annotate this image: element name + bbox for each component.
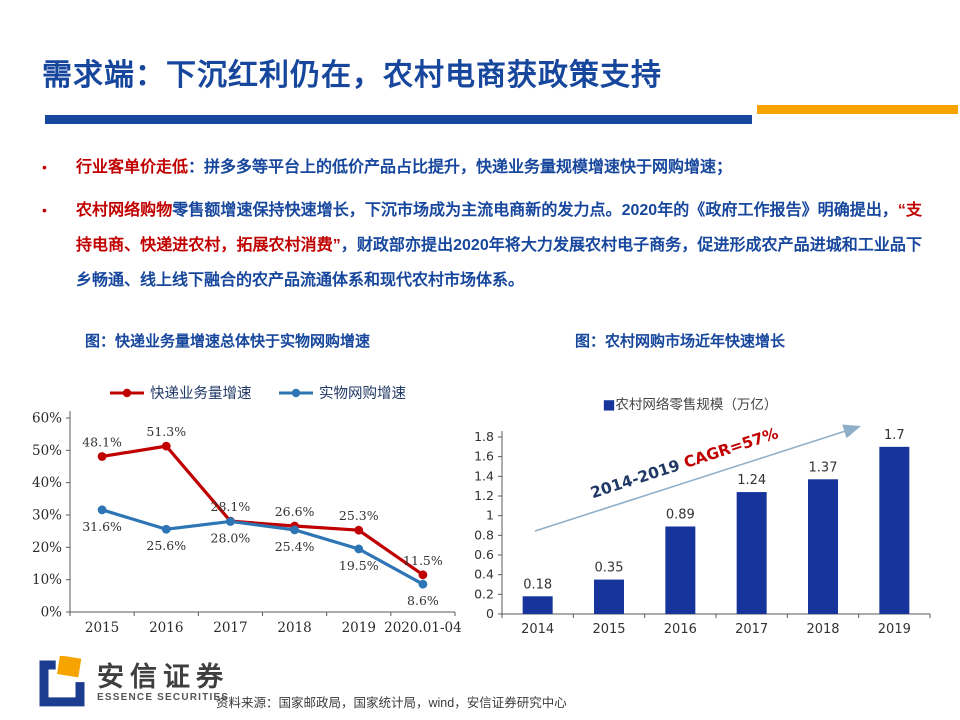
svg-text:0.89: 0.89 xyxy=(666,507,695,522)
svg-text:20%: 20% xyxy=(32,540,62,556)
svg-text:0.2: 0.2 xyxy=(474,586,494,601)
svg-text:2019: 2019 xyxy=(342,620,376,636)
svg-text:2018: 2018 xyxy=(806,622,839,637)
line-chart-y-axis xyxy=(66,411,71,613)
svg-text:51.3%: 51.3% xyxy=(146,424,186,439)
svg-text:0.4: 0.4 xyxy=(474,567,494,582)
bar-chart-title: 图：农村网购市场近年快速增长 xyxy=(575,333,786,350)
svg-text:0: 0 xyxy=(486,606,494,621)
source-note: 资料来源：国家邮政局，国家统计局，wind，安信证券研究中心 xyxy=(216,696,567,710)
svg-text:8.6%: 8.6% xyxy=(407,593,439,608)
title-underline-blue xyxy=(45,115,752,124)
bar-chart-legend: ■农村网络零售规模（万亿） xyxy=(603,397,778,413)
page-title: 需求端：下沉红利仍在，农村电商获政策支持 xyxy=(42,59,662,92)
logo-mark-icon xyxy=(39,656,85,707)
svg-text:2016: 2016 xyxy=(664,622,697,637)
svg-text:实物网购增速: 实物网购增速 xyxy=(319,385,406,402)
svg-text:0.8: 0.8 xyxy=(474,527,494,542)
bar-series xyxy=(522,446,910,614)
svg-text:25.6%: 25.6% xyxy=(146,538,186,553)
bar-chart: ■农村网络零售规模（万亿） 0 0.2 0.4 0.6 0.8 1 1.2 1.4 1.6 1.8 2… xyxy=(460,388,950,660)
svg-text:31.6%: 31.6% xyxy=(82,519,122,534)
title-underline-orange xyxy=(757,105,958,114)
svg-text:60%: 60% xyxy=(32,411,62,427)
svg-text:2020.01-04: 2020.01-04 xyxy=(384,620,462,636)
svg-text:50%: 50% xyxy=(32,443,62,459)
bar-chart-y-axis xyxy=(498,431,503,615)
company-logo: 安信证券 ESSENCE SECURITIES xyxy=(35,656,229,710)
trend-arrow xyxy=(534,424,862,532)
line-series-1: 31.6% 25.6% 28.0% 25.4% 19.5% 8.6% xyxy=(82,505,439,608)
bar-chart-x-axis xyxy=(501,613,931,618)
svg-text:2018: 2018 xyxy=(277,620,311,636)
logo-text: 安信证券 ESSENCE SECURITIES xyxy=(97,662,229,704)
line-chart-legend: 快递业务量增速 实物网购增速 xyxy=(110,385,406,402)
svg-text:1: 1 xyxy=(486,508,494,523)
svg-text:快递业务量增速: 快递业务量增速 xyxy=(150,385,252,402)
svg-text:11.5%: 11.5% xyxy=(403,553,443,568)
svg-text:48.1%: 48.1% xyxy=(82,434,122,449)
svg-text:0.18: 0.18 xyxy=(523,577,552,592)
svg-text:28.1%: 28.1% xyxy=(211,499,251,514)
bullet-item-1: • 农村网络购物零售额增速保持快速增长，下沉市场成为主流电商新的发力点。2020年… xyxy=(40,193,922,298)
bullet-list: • 行业客单价走低：拼多多等平台上的低价产品占比提升，快递业务量规模增速快于网购增… xyxy=(40,150,922,306)
svg-text:1.2: 1.2 xyxy=(474,488,494,503)
logo-name-en: ESSENCE SECURITIES xyxy=(97,692,230,703)
bullet-text: 行业客单价走低：拼多多等平台上的低价产品占比提升，快递业务量规模增速快于网购增速… xyxy=(76,159,733,176)
svg-text:10%: 10% xyxy=(32,572,62,588)
svg-text:2015: 2015 xyxy=(592,622,625,637)
line-chart-x-axis xyxy=(69,611,456,616)
line-chart-title: 图：快递业务量增速总体快于实物网购增速 xyxy=(85,333,371,350)
svg-text:1.24: 1.24 xyxy=(737,473,766,488)
svg-text:2015: 2015 xyxy=(85,620,119,636)
bullet-item-0: • 行业客单价走低：拼多多等平台上的低价产品占比提升，快递业务量规模增速快于网购增… xyxy=(40,150,922,185)
svg-text:0.35: 0.35 xyxy=(595,561,624,576)
bullet-text: 农村网络购物零售额增速保持快速增长，下沉市场成为主流电商新的发力点。2020年的… xyxy=(76,202,922,289)
svg-text:40%: 40% xyxy=(32,475,62,491)
svg-text:2014: 2014 xyxy=(521,622,554,637)
svg-text:25.4%: 25.4% xyxy=(275,539,315,554)
line-series-0: 48.1% 51.3% 28.1% 26.6% 25.3% 11.5% xyxy=(82,424,443,580)
svg-text:19.5%: 19.5% xyxy=(339,558,379,573)
svg-text:1.37: 1.37 xyxy=(809,460,838,475)
svg-text:1.4: 1.4 xyxy=(474,468,494,483)
svg-text:2016: 2016 xyxy=(149,620,183,636)
svg-text:2017: 2017 xyxy=(735,622,768,637)
svg-text:1.7: 1.7 xyxy=(884,428,905,443)
svg-text:0%: 0% xyxy=(41,605,63,621)
svg-text:26.6%: 26.6% xyxy=(275,504,315,519)
svg-text:30%: 30% xyxy=(32,508,62,524)
svg-text:1.6: 1.6 xyxy=(474,449,494,464)
cagr-annotation: 2014-2019 CAGR=57% xyxy=(588,424,781,502)
svg-text:1.8: 1.8 xyxy=(474,429,494,444)
svg-text:0.6: 0.6 xyxy=(474,547,494,562)
bullet-marker: • xyxy=(42,159,47,175)
bullet-marker: • xyxy=(42,202,47,218)
svg-text:28.0%: 28.0% xyxy=(211,530,251,545)
logo-name-cn: 安信证券 xyxy=(97,662,229,692)
svg-text:2019: 2019 xyxy=(878,622,911,637)
svg-text:2017: 2017 xyxy=(213,620,247,636)
line-chart: 快递业务量增速 实物网购增速 0% 10% 20% 30% 40% 50% 60% 2015 201… xyxy=(28,368,468,660)
svg-text:25.3%: 25.3% xyxy=(339,508,379,523)
